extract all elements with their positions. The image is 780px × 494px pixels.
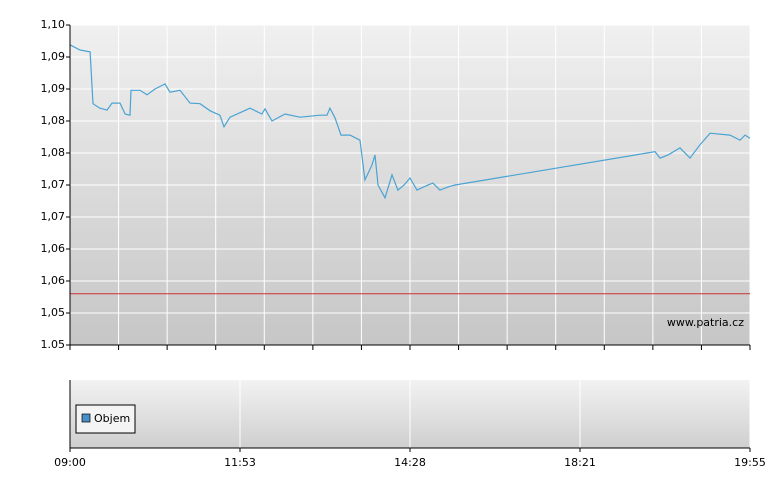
watermark: www.patria.cz	[667, 316, 744, 329]
x-tick-label: 09:00	[54, 456, 86, 469]
y-tick-label: 1,09	[41, 50, 66, 63]
y-tick-label: 1,06	[41, 242, 66, 255]
y-tick-label: 1,10	[41, 18, 66, 31]
y-tick-label: 1,08	[41, 146, 66, 159]
y-tick-label: 1,05	[41, 306, 66, 319]
x-tick-label: 19:55	[734, 456, 766, 469]
x-tick-label: 18:21	[564, 456, 596, 469]
legend-label: Objem	[94, 412, 130, 425]
y-tick-label: 1.05	[41, 338, 66, 351]
x-tick-label: 14:28	[394, 456, 426, 469]
y-tick-label: 1,06	[41, 274, 66, 287]
price-line	[69, 44, 751, 200]
y-tick-label: 1,07	[41, 178, 66, 191]
y-tick-label: 1,09	[41, 82, 66, 95]
y-tick-label: 1,07	[41, 210, 66, 223]
legend-swatch	[81, 413, 91, 423]
y-tick-label: 1,08	[41, 114, 66, 127]
x-tick-label: 11:53	[224, 456, 256, 469]
